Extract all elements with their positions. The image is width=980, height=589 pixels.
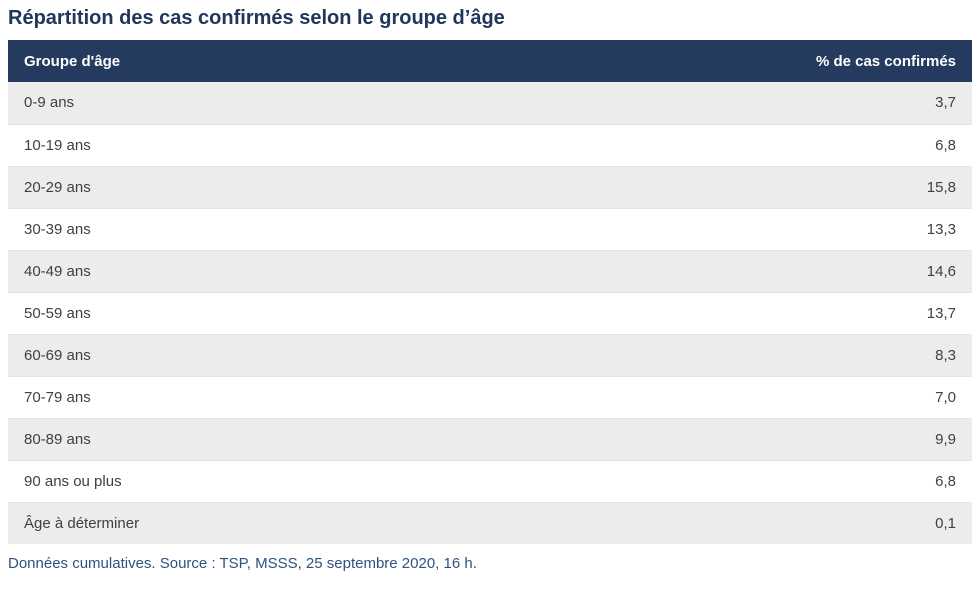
table-row: 40-49 ans 14,6 xyxy=(8,249,972,292)
percent-cell: 9,9 xyxy=(490,417,972,460)
table-row: 10-19 ans 6,8 xyxy=(8,123,972,166)
age-group-cell: Âge à déterminer xyxy=(8,501,490,544)
page-title: Répartition des cas confirmés selon le g… xyxy=(8,7,505,29)
table-header: Groupe d'âge % de cas confirmés xyxy=(8,40,972,82)
age-group-cell: 90 ans ou plus xyxy=(8,459,490,502)
percent-cell: 6,8 xyxy=(490,123,972,166)
table-body: 0-9 ans 3,7 10-19 ans 6,8 20-29 ans 15,8… xyxy=(8,82,972,544)
percent-cell: 13,7 xyxy=(490,291,972,334)
age-group-cell: 0-9 ans xyxy=(24,94,75,112)
age-group-cell: 80-89 ans xyxy=(8,417,490,460)
age-group-cell: 30-39 ans xyxy=(8,207,490,250)
column-header-age-group: Groupe d'âge xyxy=(8,40,490,82)
table-row: 80-89 ans 9,9 xyxy=(8,417,972,460)
age-group-cell: 50-59 ans xyxy=(8,291,490,334)
table-row: 20-29 ans 15,8 xyxy=(8,165,972,208)
percent-cell: 14,6 xyxy=(490,249,972,292)
table-row: 0-9 ans 3,7 xyxy=(8,82,972,124)
table-row: 30-39 ans 13,3 xyxy=(8,207,972,250)
table-row: 70-79 ans 7,0 xyxy=(8,375,972,418)
age-distribution-table: Groupe d'âge % de cas confirmés 0-9 ans … xyxy=(8,40,972,544)
page: Répartition des cas confirmés selon le g… xyxy=(8,7,972,572)
age-group-cell: 70-79 ans xyxy=(8,375,490,418)
percent-cell: 15,8 xyxy=(490,165,972,208)
column-header-percent-confirmed: % de cas confirmés xyxy=(490,40,972,82)
percent-cell: 0,1 xyxy=(490,501,972,544)
table-row: Âge à déterminer 0,1 xyxy=(8,501,972,544)
table-row: 90 ans ou plus 6,8 xyxy=(8,459,972,502)
percent-cell: 7,0 xyxy=(490,375,972,418)
table-row: 60-69 ans 8,3 xyxy=(8,333,972,376)
age-group-cell: 10-19 ans xyxy=(8,123,490,166)
table-header-row: Groupe d'âge % de cas confirmés xyxy=(8,40,972,82)
age-group-cell: 40-49 ans xyxy=(8,249,490,292)
age-group-cell: 20-29 ans xyxy=(8,165,490,208)
source-note: Données cumulatives. Source : TSP, MSSS,… xyxy=(8,555,477,572)
percent-cell: 6,8 xyxy=(490,459,972,502)
table-row: 50-59 ans 13,7 xyxy=(8,291,972,334)
age-group-cell: 60-69 ans xyxy=(8,333,490,376)
percent-cell: 8,3 xyxy=(490,333,972,376)
percent-cell: 13,3 xyxy=(490,207,972,250)
percent-cell: 3,7 xyxy=(935,94,956,112)
